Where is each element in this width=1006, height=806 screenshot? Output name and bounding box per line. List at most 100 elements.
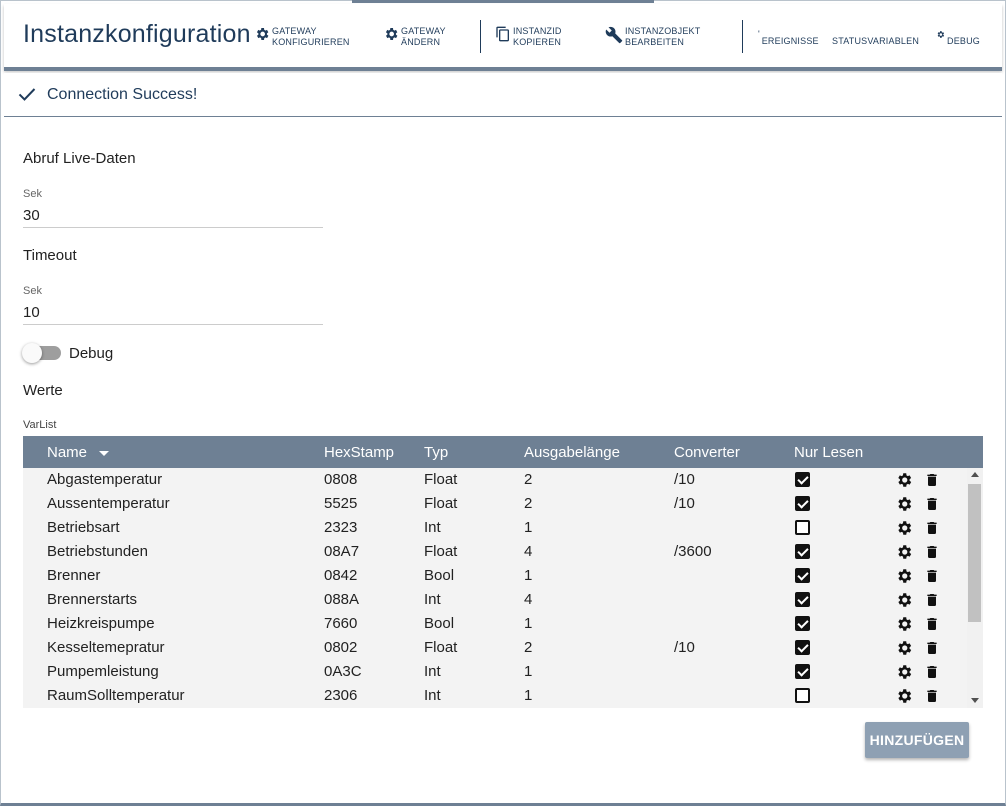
trash-icon[interactable] (924, 663, 940, 685)
readonly-checkbox[interactable] (795, 520, 810, 535)
gateway-change-button[interactable]: GATEWAY ÄNDERN (383, 26, 446, 48)
gear-icon[interactable] (895, 495, 913, 517)
table-row[interactable]: Betriebstunden 08A7 Float 4/3600 (23, 540, 967, 564)
gateway-configure-button[interactable]: GATEWAY KONFIGURIEREN (254, 26, 350, 48)
table-header: Name HexStamp Typ Ausgabelänge Converter… (23, 436, 983, 468)
column-header-hexstamp[interactable]: HexStamp (324, 444, 395, 461)
column-header-readonly[interactable]: Nur Lesen (794, 444, 864, 461)
status-bar: Connection Success! (4, 73, 1002, 117)
gear-icon[interactable] (895, 543, 913, 565)
cell-name: Aussentemperatur (47, 495, 170, 512)
gear-icon[interactable] (895, 567, 913, 589)
table-row[interactable]: Heizkreispumpe 7660 Bool 1 (23, 612, 967, 636)
gear-icon (383, 26, 399, 45)
header-accent-bar (4, 67, 1002, 71)
table-row[interactable]: Kesseltemepratur 0802 Float 2/10 (23, 636, 967, 660)
gear-icon[interactable] (895, 663, 913, 685)
status-variables-button[interactable]: STATUSVARIABLEN (832, 36, 919, 47)
add-button[interactable]: HINZUFÜGEN (865, 722, 969, 758)
varlist-caption: VarList (23, 419, 57, 431)
cell-type: Float (424, 639, 458, 656)
trash-icon[interactable] (924, 591, 940, 613)
gear-icon[interactable] (895, 591, 913, 613)
cell-name: Brenner (47, 567, 101, 584)
column-header-type[interactable]: Typ (424, 444, 449, 461)
cell-length: 2 (524, 495, 533, 512)
readonly-checkbox[interactable] (795, 592, 810, 607)
scroll-up-arrow[interactable] (971, 472, 979, 477)
table-row[interactable]: Pumpemleistung 0A3C Int 1 (23, 660, 967, 684)
trash-icon[interactable] (924, 519, 940, 541)
table-row[interactable]: RaumSolltemperatur 2306 Int 1 (23, 684, 967, 708)
copy-icon (495, 26, 511, 45)
cell-hexstamp: 0808 (324, 471, 358, 488)
cell-length: 4 (524, 543, 533, 560)
readonly-checkbox[interactable] (795, 664, 810, 679)
debug-toggle[interactable] (22, 343, 61, 363)
table-row[interactable]: Abgastemperatur 0808 Float 2/10 (23, 468, 967, 492)
table-row[interactable]: Brenner 0842 Bool 1 (23, 564, 967, 588)
event-icon: ʹ (758, 29, 760, 39)
cell-length: 1 (524, 567, 533, 584)
cell-type: Bool (424, 567, 455, 584)
cell-type: Int (424, 687, 441, 704)
status-message: Connection Success! (47, 86, 198, 103)
debug-toggle-label: Debug (69, 345, 114, 362)
instance-object-edit-button[interactable]: INSTANZOBJEKT BEARBEITEN (605, 26, 700, 48)
readonly-checkbox[interactable] (795, 472, 810, 487)
readonly-checkbox[interactable] (795, 544, 810, 559)
gear-icon[interactable] (895, 519, 913, 541)
gateway-change-label-1: GATEWAY (401, 26, 446, 36)
cell-converter: /10 (674, 471, 695, 488)
trash-icon[interactable] (924, 471, 940, 493)
gear-icon (936, 30, 945, 42)
cell-name: Heizkreispumpe (47, 615, 155, 632)
cell-length: 1 (524, 519, 533, 536)
gear-icon[interactable] (895, 615, 913, 637)
column-header-converter[interactable]: Converter (674, 444, 740, 461)
gateway-configure-label-1: GATEWAY (272, 26, 317, 36)
cell-converter: /10 (674, 639, 695, 656)
status-variables-label: STATUSVARIABLEN (832, 36, 920, 46)
table-row[interactable]: Aussentemperatur 5525 Float 2/10 (23, 492, 967, 516)
scroll-down-arrow[interactable] (971, 698, 979, 703)
readonly-checkbox[interactable] (795, 496, 810, 511)
readonly-checkbox[interactable] (795, 688, 810, 703)
live-data-input[interactable] (23, 204, 323, 228)
scroll-thumb[interactable] (968, 484, 981, 622)
column-header-name[interactable]: Name (47, 444, 110, 461)
timeout-input[interactable] (23, 301, 323, 325)
gear-icon[interactable] (895, 687, 913, 708)
instance-object-edit-label-2: BEARBEITEN (625, 37, 685, 47)
gear-icon[interactable] (895, 471, 913, 493)
sort-desc-icon (99, 450, 110, 456)
cell-hexstamp: 7660 (324, 615, 358, 632)
cell-hexstamp: 088A (324, 591, 360, 608)
readonly-checkbox[interactable] (795, 616, 810, 631)
live-data-label: Abruf Live-Daten (23, 150, 136, 167)
trash-icon[interactable] (924, 567, 940, 589)
cell-hexstamp: 0A3C (324, 663, 362, 680)
gear-icon[interactable] (895, 639, 913, 661)
instance-id-copy-label-1: INSTANZID (513, 26, 562, 36)
readonly-checkbox[interactable] (795, 568, 810, 583)
readonly-checkbox[interactable] (795, 640, 810, 655)
events-button[interactable]: ʹ EREIGNISSE (758, 29, 819, 47)
cell-name: Betriebstunden (47, 543, 148, 560)
table-scrollbar[interactable] (967, 468, 983, 708)
trash-icon[interactable] (924, 495, 940, 517)
cell-name: Brennerstarts (47, 591, 138, 608)
trash-icon[interactable] (924, 687, 940, 708)
trash-icon[interactable] (924, 543, 940, 565)
debug-button[interactable]: DEBUG (936, 30, 980, 47)
trash-icon[interactable] (924, 639, 940, 661)
trash-icon[interactable] (924, 615, 940, 637)
top-accent-bar (352, 0, 654, 3)
instance-id-copy-button[interactable]: INSTANZID KOPIEREN (495, 26, 562, 48)
column-header-length[interactable]: Ausgabelänge (524, 444, 620, 461)
cell-length: 4 (524, 591, 533, 608)
table-row[interactable]: Betriebsart 2323 Int 1 (23, 516, 967, 540)
table-row[interactable]: Brennerstarts 088A Int 4 (23, 588, 967, 612)
cell-hexstamp: 2323 (324, 519, 358, 536)
values-label: Werte (23, 382, 63, 399)
